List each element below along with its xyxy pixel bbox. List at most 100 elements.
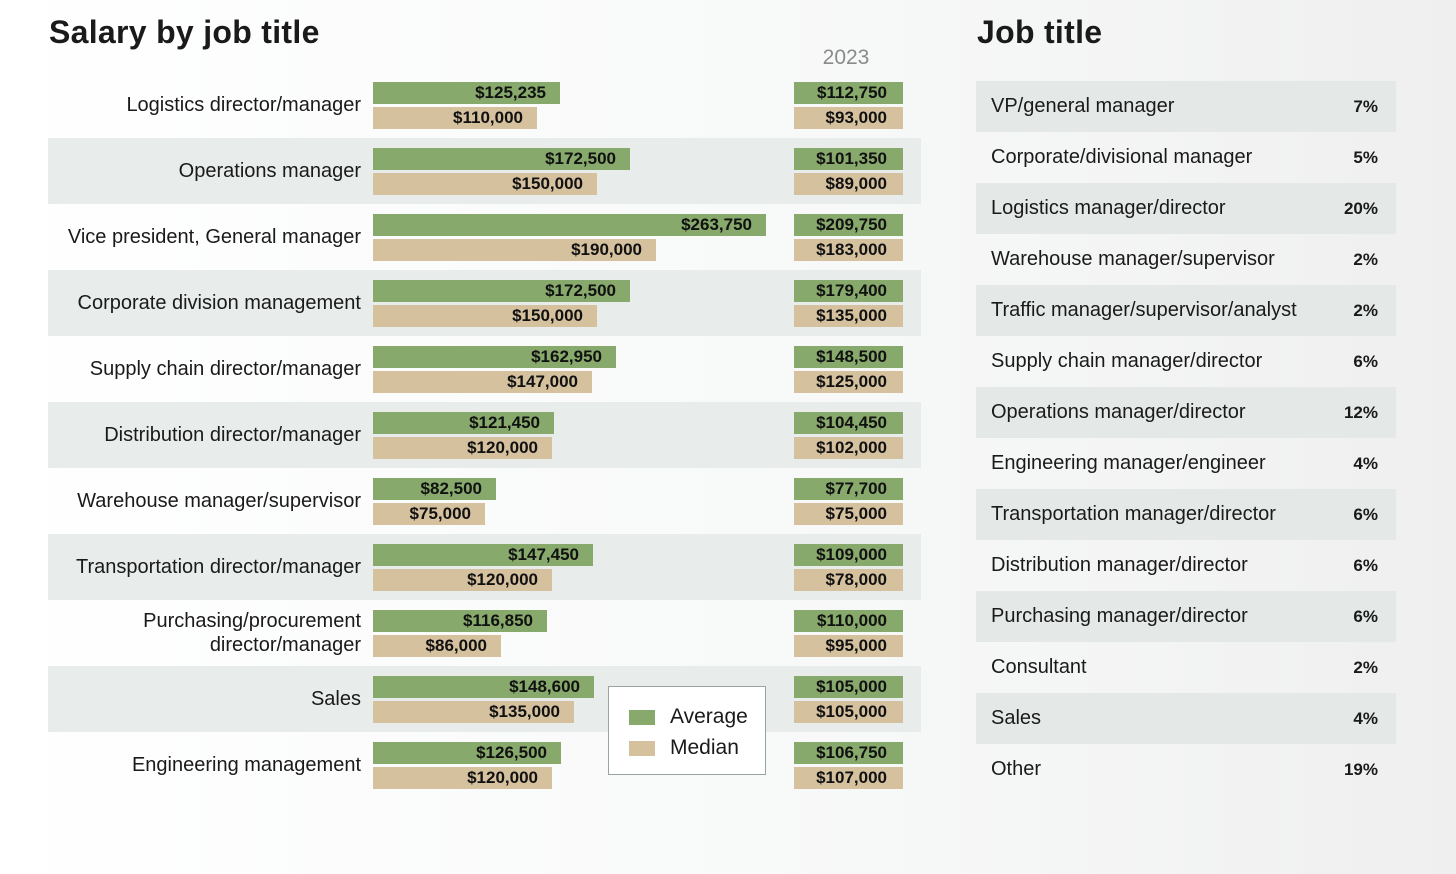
average-bar: $172,500 bbox=[373, 148, 630, 170]
category-label: Corporate division management bbox=[77, 292, 362, 314]
chart-row: Supply chain director/manager $162,950 $14… bbox=[48, 336, 921, 402]
legend-swatch-average bbox=[629, 709, 655, 725]
median-bar: $147,000 bbox=[373, 371, 592, 393]
average-2023-label: $106,750 bbox=[794, 742, 903, 764]
job-title-label: Distribution manager/director bbox=[991, 554, 1248, 576]
chart-title: Salary by job title bbox=[49, 14, 320, 50]
job-title-percent: 6% bbox=[1353, 555, 1378, 575]
legend-item-median: Median bbox=[629, 736, 739, 760]
chart-row: Logistics director/manager $125,235 $112,7… bbox=[48, 72, 921, 138]
average-2023-label: $105,000 bbox=[794, 676, 903, 698]
category-label: Operations manager bbox=[178, 160, 361, 182]
job-title-row: Operations manager/director 12% bbox=[976, 387, 1396, 438]
job-title-label: Operations manager/director bbox=[991, 401, 1246, 423]
median-bar: $150,000 bbox=[373, 173, 597, 195]
median-2023-label: $183,000 bbox=[794, 239, 903, 261]
job-title-percent: 2% bbox=[1353, 300, 1378, 320]
median-bar: $190,000 bbox=[373, 239, 656, 261]
average-bar: $121,450 bbox=[373, 412, 554, 434]
median-2023-label: $107,000 bbox=[794, 767, 903, 789]
legend-label-average: Average bbox=[670, 705, 748, 728]
median-2023-label: $102,000 bbox=[794, 437, 903, 459]
job-title-label: Supply chain manager/director bbox=[991, 350, 1263, 372]
average-bar: $162,950 bbox=[373, 346, 616, 368]
legend-item-average: Average bbox=[629, 705, 748, 729]
job-title-percent: 2% bbox=[1353, 249, 1378, 269]
job-title-list: VP/general manager 7% Corporate/divisional… bbox=[976, 81, 1396, 795]
job-title-row: Corporate/divisional manager 5% bbox=[976, 132, 1396, 183]
job-title-percent: 7% bbox=[1353, 96, 1378, 116]
average-bar: $82,500 bbox=[373, 478, 496, 500]
median-bar: $120,000 bbox=[373, 767, 552, 789]
year-label: 2023 bbox=[822, 46, 870, 69]
median-2023-label: $135,000 bbox=[794, 305, 903, 327]
job-title-row: Distribution manager/director 6% bbox=[976, 540, 1396, 591]
average-bar: $172,500 bbox=[373, 280, 630, 302]
median-2023-label: $89,000 bbox=[794, 173, 903, 195]
median-2023-label: $75,000 bbox=[794, 503, 903, 525]
job-title-percent: 12% bbox=[1343, 402, 1378, 422]
job-title-label: Corporate/divisional manager bbox=[991, 146, 1253, 168]
job-title-percent: 5% bbox=[1353, 147, 1378, 167]
median-2023-label: $125,000 bbox=[794, 371, 903, 393]
median-bar: $135,000 bbox=[373, 701, 574, 723]
chart-row: Sales $148,600 $105,000 $135,000 $105,000 bbox=[48, 666, 921, 732]
median-2023-label: $95,000 bbox=[794, 635, 903, 657]
category-label: Sales bbox=[310, 688, 361, 710]
median-2023-label: $105,000 bbox=[794, 701, 903, 723]
job-title-label: Traffic manager/supervisor/analyst bbox=[991, 299, 1297, 321]
job-title-percent: 20% bbox=[1343, 198, 1378, 218]
average-bar: $125,235 bbox=[373, 82, 560, 104]
job-title-label: Warehouse manager/supervisor bbox=[991, 248, 1275, 270]
job-title-row: Logistics manager/director 20% bbox=[976, 183, 1396, 234]
median-bar: $120,000 bbox=[373, 569, 552, 591]
job-title-label: Sales bbox=[991, 707, 1042, 729]
average-2023-label: $179,400 bbox=[794, 280, 903, 302]
median-2023-label: $93,000 bbox=[794, 107, 903, 129]
average-bar: $263,750 bbox=[373, 214, 766, 236]
job-title-percent: 2% bbox=[1353, 657, 1378, 677]
chart-row: Warehouse manager/supervisor $82,500 $77,7… bbox=[48, 468, 921, 534]
job-title-row: Purchasing manager/director 6% bbox=[976, 591, 1396, 642]
average-bar: $116,850 bbox=[373, 610, 547, 632]
category-label: Engineering management bbox=[131, 754, 361, 776]
job-title-percent: 6% bbox=[1353, 351, 1378, 371]
job-title-label: Purchasing manager/director bbox=[991, 605, 1248, 627]
job-title-percent: 6% bbox=[1353, 504, 1378, 524]
category-label: Warehouse manager/supervisor bbox=[77, 490, 361, 512]
average-2023-label: $110,000 bbox=[794, 610, 903, 632]
average-2023-label: $148,500 bbox=[794, 346, 903, 368]
job-title-row: Transportation manager/director 6% bbox=[976, 489, 1396, 540]
average-2023-label: $77,700 bbox=[794, 478, 903, 500]
median-bar: $150,000 bbox=[373, 305, 597, 327]
job-title-row: Consultant 2% bbox=[976, 642, 1396, 693]
chart-row: Transportation director/manager $147,450 $… bbox=[48, 534, 921, 600]
average-2023-label: $109,000 bbox=[794, 544, 903, 566]
chart-row: Operations manager $172,500 $101,350 $150,0… bbox=[48, 138, 921, 204]
category-label: Distribution director/manager bbox=[104, 424, 361, 446]
chart-row: Purchasing/procurement director/manager $… bbox=[48, 600, 921, 666]
job-title-label: Consultant bbox=[991, 656, 1087, 678]
salary-chart: Logistics director/manager $125,235 $112,7… bbox=[48, 72, 921, 798]
average-2023-label: $101,350 bbox=[794, 148, 903, 170]
job-title-row: Other 19% bbox=[976, 744, 1396, 795]
job-title-row: Traffic manager/supervisor/analyst 2% bbox=[976, 285, 1396, 336]
job-title-row: Engineering manager/engineer 4% bbox=[976, 438, 1396, 489]
job-title-label: Transportation manager/director bbox=[991, 503, 1276, 525]
chart-legend: Average Median bbox=[608, 686, 766, 775]
job-title-row: Supply chain manager/director 6% bbox=[976, 336, 1396, 387]
average-2023-label: $112,750 bbox=[794, 82, 903, 104]
job-title-heading: Job title bbox=[977, 14, 1103, 50]
average-bar: $147,450 bbox=[373, 544, 593, 566]
median-bar: $86,000 bbox=[373, 635, 501, 657]
job-title-percent: 6% bbox=[1353, 606, 1378, 626]
legend-swatch-median bbox=[629, 740, 655, 756]
average-bar: $126,500 bbox=[373, 742, 561, 764]
median-bar: $120,000 bbox=[373, 437, 552, 459]
chart-row: Distribution director/manager $121,450 $10… bbox=[48, 402, 921, 468]
job-title-percent: 4% bbox=[1353, 708, 1378, 728]
chart-row: Engineering management $126,500 $106,750 $1… bbox=[48, 732, 921, 798]
category-label: Transportation director/manager bbox=[76, 556, 361, 578]
category-label: Supply chain director/manager bbox=[89, 358, 361, 380]
job-title-label: Logistics manager/director bbox=[991, 197, 1226, 219]
